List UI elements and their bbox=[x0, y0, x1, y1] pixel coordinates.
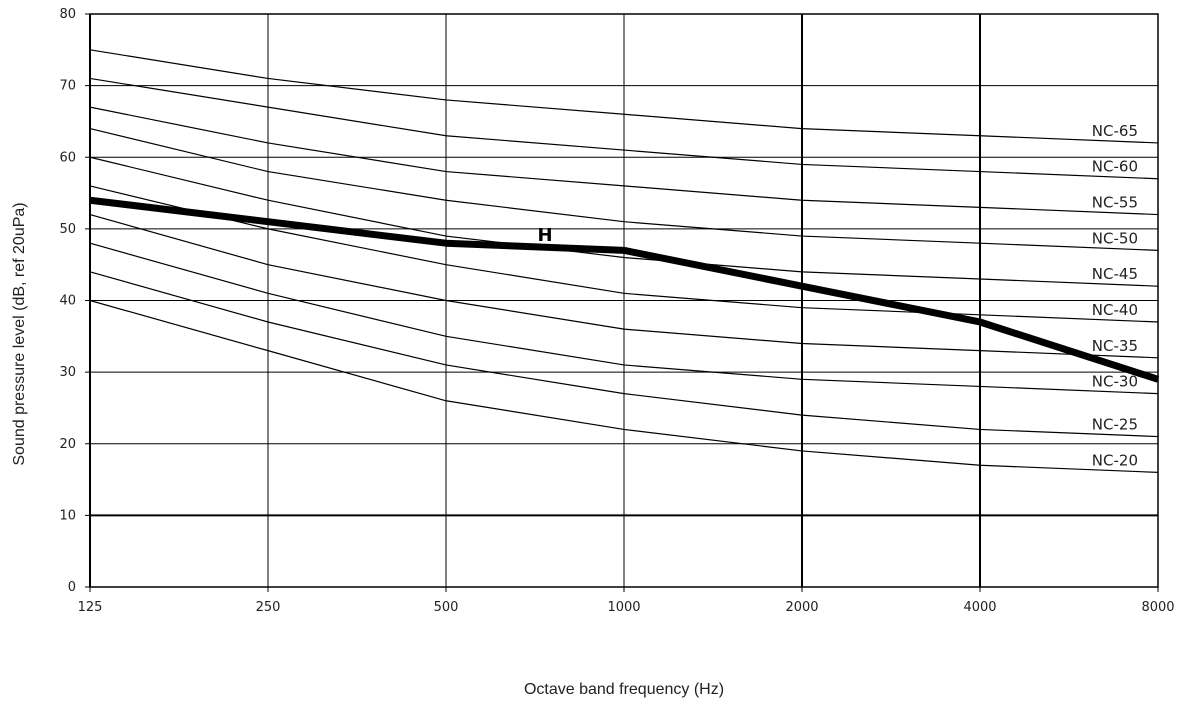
measured-curve bbox=[89, 196, 1160, 383]
nc-curve-label: NC-45 bbox=[1092, 265, 1138, 283]
y-tick-label: 70 bbox=[59, 79, 76, 94]
nc-curve-label: NC-65 bbox=[1092, 122, 1138, 140]
nc-curve-nc-25 bbox=[89, 271, 1159, 438]
nc-curve-nc-65 bbox=[89, 49, 1159, 144]
y-axis-title: Sound pressure level (dB, ref 20uPa) bbox=[11, 202, 28, 465]
y-tick-label: 10 bbox=[59, 508, 76, 523]
nc-curve-nc-40 bbox=[89, 185, 1159, 323]
nc-curve-nc-60 bbox=[89, 77, 1159, 180]
nc-curve-label: NC-30 bbox=[1092, 373, 1138, 391]
nc-curves bbox=[89, 49, 1159, 473]
nc-curve-nc-35 bbox=[89, 213, 1159, 359]
nc-curve-label: NC-35 bbox=[1092, 337, 1138, 355]
nc-curve-nc-55 bbox=[89, 106, 1159, 216]
x-axis-title: Octave band frequency (Hz) bbox=[524, 681, 724, 698]
nc-curve-nc-50 bbox=[89, 128, 1159, 251]
nc-curve-nc-30 bbox=[89, 242, 1159, 395]
y-tick-label: 30 bbox=[59, 365, 76, 380]
nc-curve-label: NC-60 bbox=[1092, 158, 1138, 176]
measured-curve-group bbox=[89, 196, 1160, 383]
x-tick-label: 125 bbox=[78, 600, 103, 615]
nc-curve-nc-20 bbox=[89, 299, 1159, 473]
x-tick-label: 1000 bbox=[607, 600, 640, 615]
y-tick-label: 60 bbox=[59, 150, 76, 165]
y-tick-label: 50 bbox=[59, 222, 76, 237]
nc-curve-label: NC-20 bbox=[1092, 451, 1138, 469]
nc-curve-label: NC-50 bbox=[1092, 229, 1138, 247]
y-tick-label: 40 bbox=[59, 294, 76, 309]
nc-curve-label: NC-25 bbox=[1092, 416, 1138, 434]
curve-labels: NC-65 NC-60 NC-55 NC-50 NC-45 NC-40 NC-35 NC-30… bbox=[537, 122, 1138, 469]
y-tick-label: 80 bbox=[59, 7, 76, 22]
x-tick-label: 2000 bbox=[785, 600, 818, 615]
x-tick-label: 8000 bbox=[1141, 600, 1174, 615]
nc-curve-label: NC-55 bbox=[1092, 194, 1138, 212]
measured-curve-label: H bbox=[537, 225, 552, 246]
x-tick-label: 500 bbox=[434, 600, 459, 615]
x-tick-label: 4000 bbox=[963, 600, 996, 615]
nc-curve-label: NC-40 bbox=[1092, 301, 1138, 319]
y-tick-label: 0 bbox=[68, 580, 76, 595]
grid bbox=[85, 13, 1159, 592]
tick-labels: 0 10 20 30 40 50 60 70 80 125 250 500 1000 2000 4000 80… bbox=[59, 7, 1174, 615]
x-tick-label: 250 bbox=[256, 600, 281, 615]
y-tick-label: 20 bbox=[59, 437, 76, 452]
nc-curve-nc-45 bbox=[89, 156, 1159, 287]
